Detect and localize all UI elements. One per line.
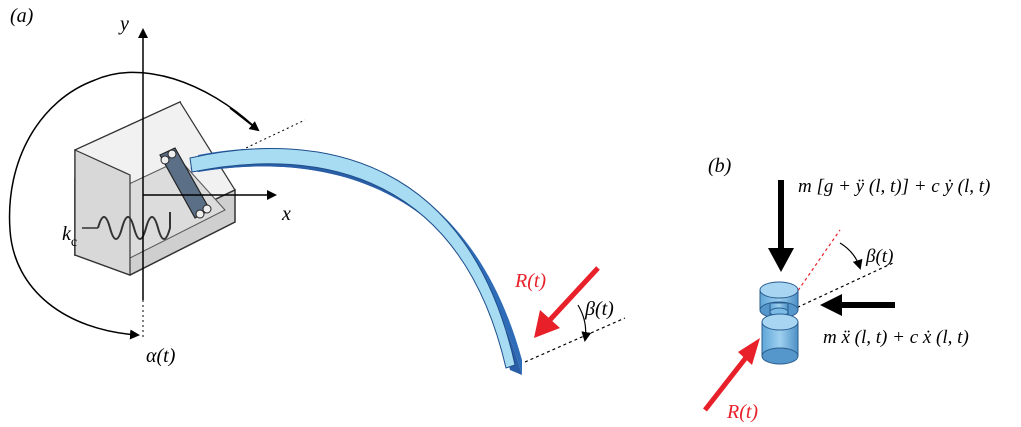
force-r-arrow-b [703, 353, 750, 412]
horizontal-force-head [820, 294, 842, 316]
roller-bottom2 [202, 204, 212, 214]
force-r-label-a: R(t) [514, 270, 546, 292]
alpha-label: α(t) [146, 345, 176, 367]
panel-a-label: (a) [10, 5, 34, 27]
red-direction-line [780, 229, 841, 316]
horizontal-force-label: m ẍ (l, t) + c ẋ (l, t) [823, 327, 969, 348]
force-r-arrow-a [546, 266, 600, 324]
kc-label: kc [62, 223, 77, 250]
spring-kc [97, 212, 171, 240]
y-axis-label: y [118, 13, 129, 35]
roller-top2 [167, 149, 177, 159]
roller-bottom [195, 209, 205, 219]
flexible-beam [189, 148, 522, 375]
alpha-arc-head [229, 107, 260, 132]
panel-b-label: (b) [708, 155, 732, 177]
beta-arc-a [577, 304, 592, 342]
roller-top [160, 155, 170, 165]
alpha-arc [8, 71, 259, 340]
beta-arc-b [839, 242, 863, 270]
beta-label-a: β(t) [584, 298, 614, 320]
beta-label-b: β(t) [865, 246, 893, 267]
tangent-line-b [780, 261, 896, 316]
tip-tangent-line [524, 317, 626, 363]
x-axis-label: x [281, 203, 291, 225]
force-r-arrowhead-a [534, 310, 560, 338]
force-r-label-b: R(t) [726, 401, 758, 423]
tip-mass [759, 281, 799, 365]
force-r-arrowhead-b [738, 338, 760, 365]
vertical-force-label: m [g + ÿ (l, t)] + c ẏ (l, t) [798, 176, 990, 197]
vertical-force-head [768, 248, 794, 272]
clamp-box [74, 100, 236, 276]
